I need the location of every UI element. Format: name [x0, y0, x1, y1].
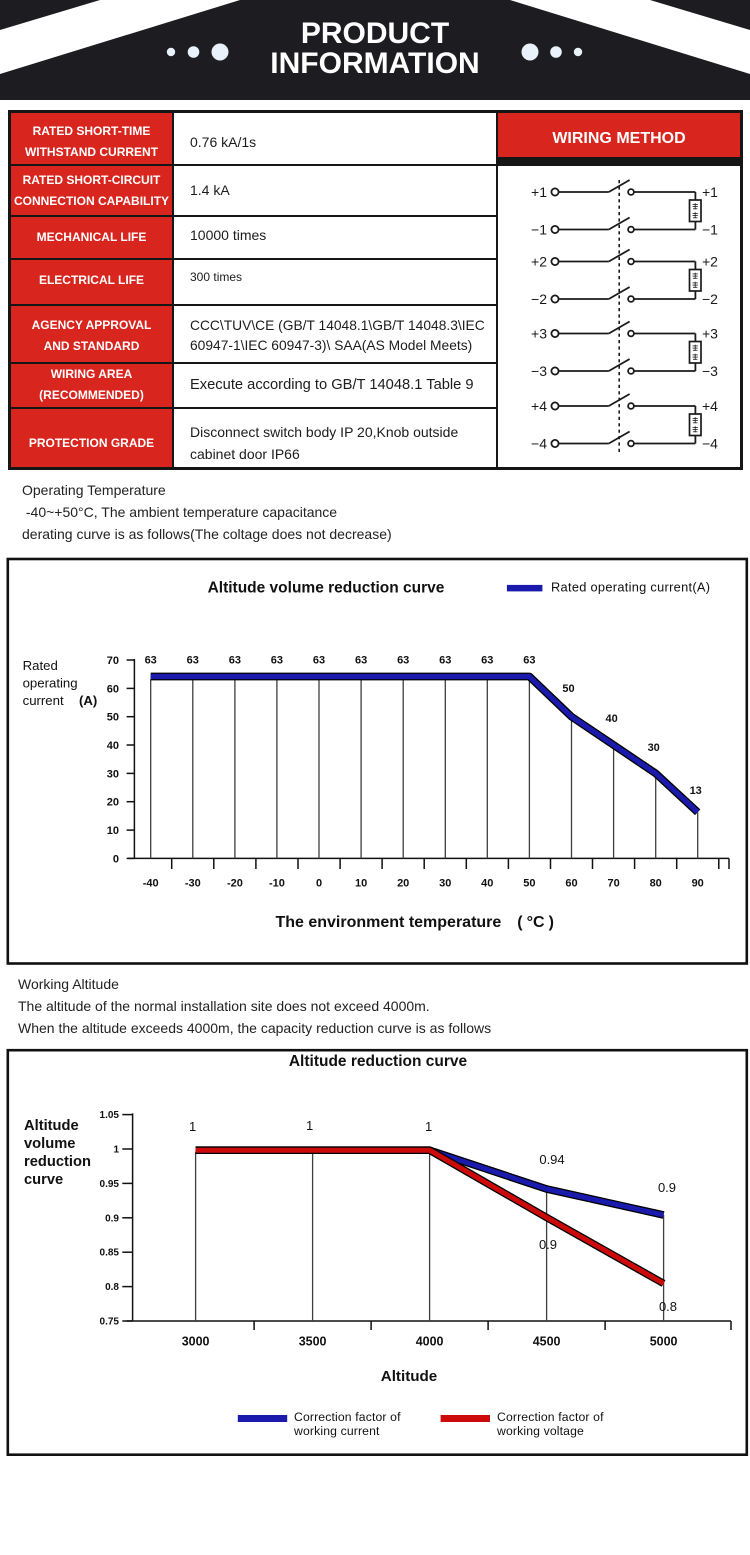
svg-text:13: 13 — [690, 785, 702, 797]
svg-text:+1: +1 — [702, 184, 718, 200]
svg-text:Altitude reduction curve: Altitude reduction curve — [289, 1053, 468, 1070]
svg-text:The environment temperature (: The environment temperature ( °C ) — [275, 914, 553, 931]
svg-text:−2: −2 — [702, 291, 718, 307]
svg-text:−4: −4 — [531, 436, 547, 452]
svg-text:−1: −1 — [531, 222, 547, 238]
svg-text:63: 63 — [355, 655, 367, 667]
svg-text:Correction factor of: Correction factor of — [294, 1410, 401, 1424]
svg-text:working voltage: working voltage — [496, 1424, 584, 1438]
svg-text:3500: 3500 — [299, 1335, 327, 1349]
svg-text:+4: +4 — [702, 398, 718, 414]
svg-text:5000: 5000 — [650, 1335, 678, 1349]
svg-text:working current: working current — [293, 1424, 380, 1438]
svg-text:50: 50 — [562, 683, 574, 695]
svg-text:+3: +3 — [702, 326, 718, 342]
svg-text:63: 63 — [397, 655, 409, 667]
svg-text:0: 0 — [316, 878, 322, 890]
svg-text:0.94: 0.94 — [539, 1152, 564, 1167]
svg-text:0.8: 0.8 — [659, 1299, 677, 1314]
svg-text:0.9: 0.9 — [539, 1237, 557, 1252]
svg-text:0.9: 0.9 — [105, 1213, 119, 1224]
svg-text:Rated: Rated — [23, 658, 58, 673]
svg-text:Altitude: Altitude — [24, 1118, 79, 1134]
svg-text:Correction factor of: Correction factor of — [497, 1410, 604, 1424]
svg-text:10: 10 — [355, 878, 367, 890]
svg-text:−2: −2 — [531, 291, 547, 307]
svg-text:3000: 3000 — [182, 1335, 210, 1349]
svg-text:+2: +2 — [702, 254, 718, 270]
svg-text:0.75: 0.75 — [100, 1317, 120, 1328]
svg-text:63: 63 — [523, 655, 535, 667]
svg-text:0.9: 0.9 — [658, 1180, 676, 1195]
svg-text:-40: -40 — [143, 878, 159, 890]
svg-text:−3: −3 — [531, 363, 547, 379]
svg-text:0.95: 0.95 — [100, 1179, 120, 1190]
svg-text:20: 20 — [397, 878, 409, 890]
svg-text:60: 60 — [107, 683, 119, 695]
svg-text:70: 70 — [607, 878, 619, 890]
svg-text:-30: -30 — [185, 878, 201, 890]
svg-text:4000: 4000 — [416, 1335, 444, 1349]
svg-text:Rated operating current(A): Rated operating current(A) — [551, 580, 710, 595]
svg-text:90: 90 — [692, 878, 704, 890]
svg-text:4500: 4500 — [533, 1335, 561, 1349]
svg-text:+2: +2 — [531, 254, 547, 270]
svg-text:63: 63 — [481, 655, 493, 667]
svg-text:Altitude: Altitude — [381, 1368, 438, 1385]
svg-text:1.05: 1.05 — [100, 1110, 120, 1121]
svg-text:63: 63 — [187, 655, 199, 667]
svg-text:operating: operating — [23, 676, 78, 691]
svg-text:40: 40 — [107, 740, 119, 752]
svg-text:0: 0 — [113, 853, 119, 865]
svg-text:-10: -10 — [269, 878, 285, 890]
svg-text:63: 63 — [313, 655, 325, 667]
svg-text:80: 80 — [650, 878, 662, 890]
svg-text:1: 1 — [425, 1119, 432, 1134]
svg-text:0.85: 0.85 — [100, 1248, 120, 1259]
svg-text:63: 63 — [439, 655, 451, 667]
svg-text:63: 63 — [229, 655, 241, 667]
svg-text:1: 1 — [306, 1118, 313, 1133]
svg-text:40: 40 — [605, 713, 617, 725]
svg-text:30: 30 — [439, 878, 451, 890]
svg-text:40: 40 — [481, 878, 493, 890]
svg-text:volume: volume — [24, 1136, 75, 1152]
svg-text:30: 30 — [107, 768, 119, 780]
svg-text:0.8: 0.8 — [105, 1282, 119, 1293]
svg-text:−3: −3 — [702, 363, 718, 379]
svg-text:60: 60 — [565, 878, 577, 890]
svg-text:curve: curve — [24, 1172, 63, 1188]
svg-text:70: 70 — [107, 655, 119, 667]
svg-text:reduction: reduction — [24, 1154, 91, 1170]
svg-text:30: 30 — [648, 742, 660, 754]
svg-text:63: 63 — [145, 655, 157, 667]
svg-text:-20: -20 — [227, 878, 243, 890]
svg-text:50: 50 — [523, 878, 535, 890]
svg-text:−4: −4 — [702, 436, 718, 452]
svg-text:+3: +3 — [531, 326, 547, 342]
svg-text:20: 20 — [107, 797, 119, 809]
svg-text:1: 1 — [113, 1145, 119, 1156]
svg-text:1: 1 — [189, 1119, 196, 1134]
svg-text:(A): (A) — [79, 693, 97, 708]
svg-text:Altitude volume reduction curv: Altitude volume reduction curve — [208, 580, 445, 597]
svg-text:+1: +1 — [531, 184, 547, 200]
svg-text:10: 10 — [107, 825, 119, 837]
svg-text:current: current — [23, 693, 64, 708]
svg-text:−1: −1 — [702, 222, 718, 238]
svg-text:63: 63 — [271, 655, 283, 667]
svg-text:+4: +4 — [531, 398, 547, 414]
svg-text:50: 50 — [107, 712, 119, 724]
